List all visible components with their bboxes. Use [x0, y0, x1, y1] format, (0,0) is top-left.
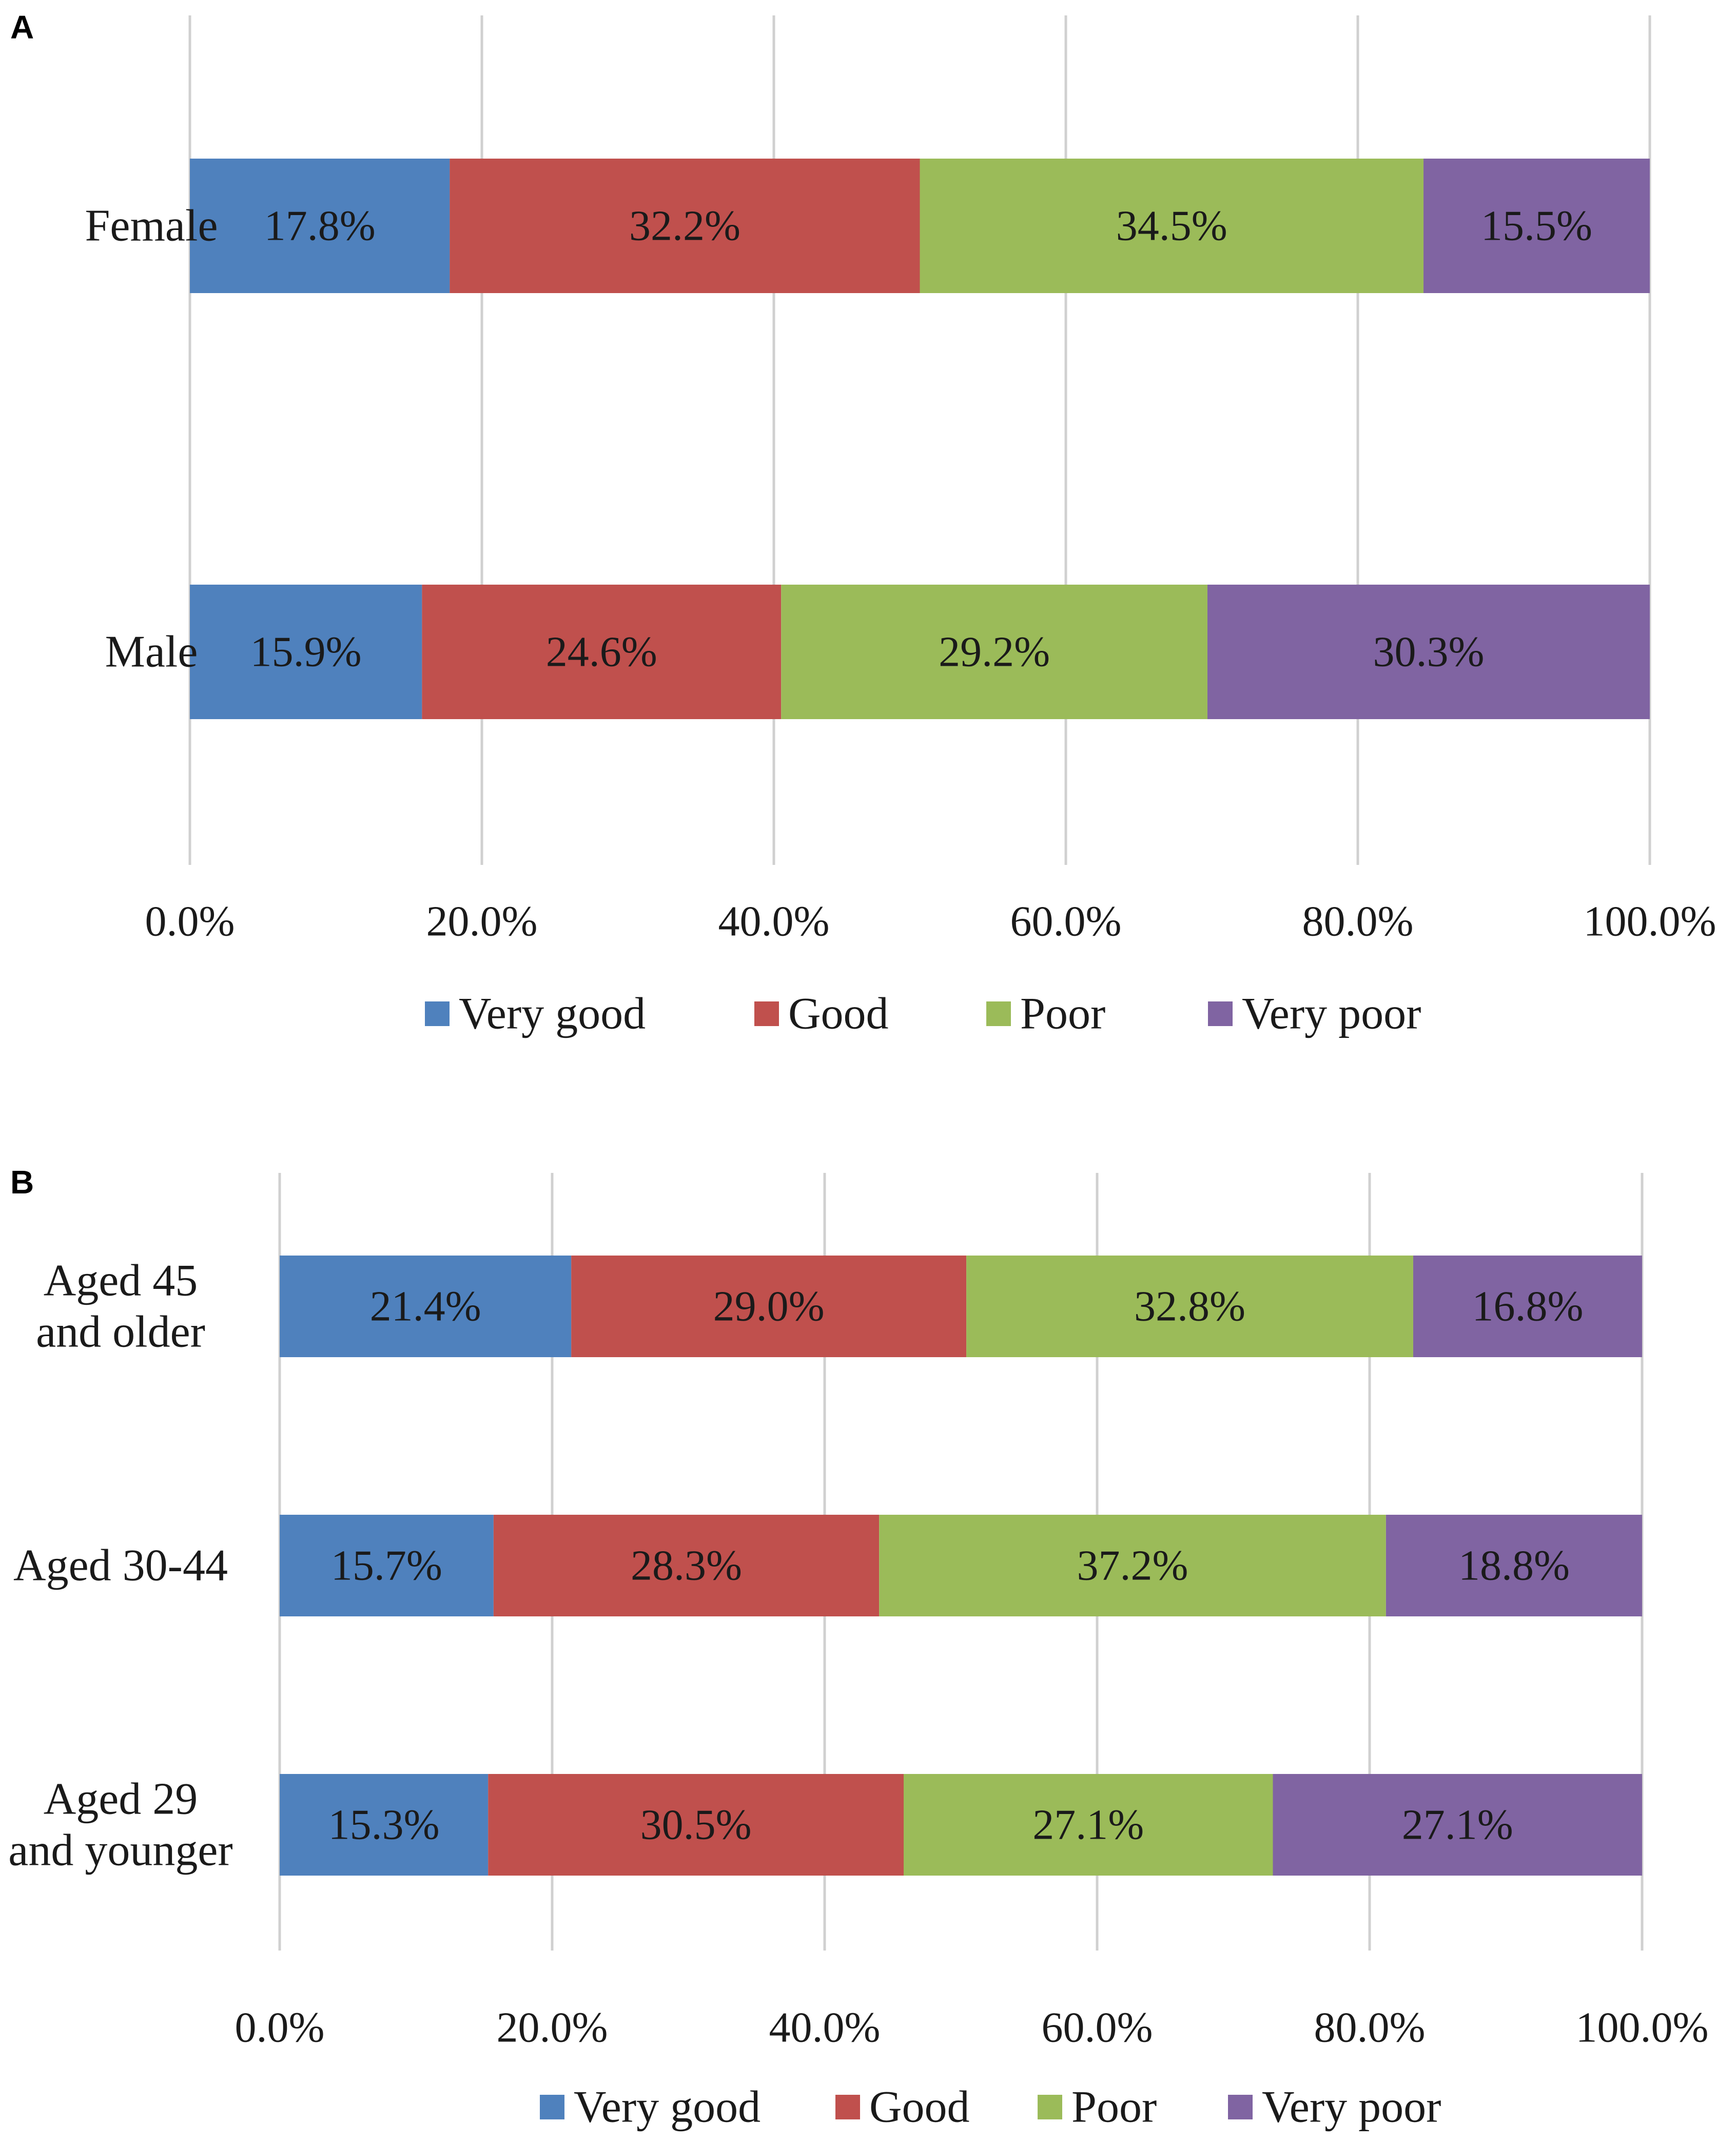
data-label: 21.4%: [370, 1283, 481, 1330]
x-tick-label: 20.0%: [426, 898, 538, 945]
x-tick-label: 40.0%: [718, 898, 830, 945]
chart-panel-a: A 17.8% 32.2% 34.5% 15.5% Female 15.9% 24.6% 29.…: [10, 9, 1716, 1039]
bar-segment-poor: [781, 585, 1207, 719]
bar-segment-poor: [920, 159, 1424, 293]
panel-letter: B: [10, 1164, 34, 1201]
legend-swatch-very-good: [425, 1001, 450, 1026]
legend-label-poor: Poor: [1071, 2082, 1157, 2132]
category-label-line: Aged 29: [44, 1774, 198, 1824]
bar-segment-very-poor: [1386, 1515, 1642, 1616]
data-label: 16.8%: [1472, 1283, 1583, 1330]
legend-swatch-very-poor: [1208, 1001, 1233, 1026]
legend-label-poor: Poor: [1020, 989, 1105, 1039]
bar-segment-very-good: [190, 159, 450, 293]
data-label: 28.3%: [631, 1542, 742, 1590]
bar-segment-very-good: [190, 585, 422, 719]
category-label-line: and younger: [8, 1826, 232, 1876]
legend-swatch-good: [754, 1001, 779, 1026]
x-tick-label: 0.0%: [235, 2004, 325, 2052]
bar-segment-very-poor: [1413, 1256, 1642, 1357]
data-label: 30.5%: [640, 1801, 752, 1849]
legend-label-good: Good: [788, 989, 889, 1039]
legend-label-good: Good: [869, 2082, 970, 2132]
category-label: Aged 30-44: [13, 1541, 228, 1591]
bar-segment-poor: [966, 1256, 1413, 1357]
x-tick-label: 80.0%: [1302, 898, 1414, 945]
x-tick-label: 60.0%: [1042, 2004, 1153, 2052]
bar-segment-good: [571, 1256, 967, 1357]
data-label: 15.9%: [250, 628, 362, 676]
x-tick-label: 40.0%: [769, 2004, 881, 2052]
bar-segment-good: [488, 1774, 904, 1876]
category-label: Female: [85, 201, 218, 251]
legend-swatch-poor: [1038, 2095, 1062, 2119]
legend-label-very-good: Very good: [574, 2082, 760, 2132]
data-label: 27.1%: [1402, 1801, 1513, 1849]
data-label: 29.0%: [713, 1283, 825, 1330]
data-label: 18.8%: [1458, 1542, 1570, 1590]
category-label-line: Male: [105, 627, 198, 677]
bar-segment-good: [493, 1515, 880, 1616]
category-label-line: Aged 45: [44, 1256, 198, 1306]
data-label: 34.5%: [1116, 202, 1227, 250]
x-tick-label: 0.0%: [145, 898, 235, 945]
data-label: 27.1%: [1032, 1801, 1144, 1849]
bar-segment-very-poor: [1423, 159, 1650, 293]
bar-segment-very-good: [280, 1256, 572, 1357]
bar-segment-poor: [879, 1515, 1386, 1616]
bar-segment-good: [450, 159, 920, 293]
legend-swatch-good: [835, 2095, 860, 2119]
bar-segment-poor: [903, 1774, 1273, 1876]
bar-segment-very-good: [280, 1774, 489, 1876]
legend-label-very-poor: Very poor: [1262, 2082, 1441, 2132]
category-label: Male: [105, 627, 198, 677]
data-label: 29.2%: [939, 628, 1050, 676]
legend-label-very-good: Very good: [459, 989, 646, 1039]
data-label: 24.6%: [546, 628, 657, 676]
bar-segment-very-poor: [1273, 1774, 1642, 1876]
data-label: 32.8%: [1134, 1283, 1245, 1330]
bar-segment-very-poor: [1207, 585, 1650, 719]
category-label-line: Female: [85, 201, 218, 251]
data-label: 30.3%: [1373, 628, 1484, 676]
data-label: 32.2%: [629, 202, 740, 250]
legend-swatch-very-poor: [1228, 2095, 1253, 2119]
bar-segment-very-good: [280, 1515, 494, 1616]
x-tick-label: 80.0%: [1314, 2004, 1426, 2052]
x-tick-label: 60.0%: [1010, 898, 1122, 945]
data-label: 17.8%: [264, 202, 376, 250]
x-tick-label: 100.0%: [1584, 898, 1717, 945]
category-label: Aged 29 and younger: [8, 1774, 232, 1876]
data-label: 15.3%: [328, 1801, 440, 1849]
panel-letter: A: [10, 9, 34, 46]
data-label: 37.2%: [1077, 1542, 1188, 1590]
data-label: 15.5%: [1481, 202, 1592, 250]
category-label: Aged 45 and older: [36, 1256, 205, 1357]
category-label-line: and older: [36, 1307, 205, 1357]
x-tick-label: 20.0%: [497, 2004, 608, 2052]
legend: Very good Good Poor Very poor: [540, 2082, 1441, 2132]
data-label: 15.7%: [331, 1542, 442, 1590]
bar-segment-good: [422, 585, 782, 719]
legend-label-very-poor: Very poor: [1242, 989, 1421, 1039]
legend: Very good Good Poor Very poor: [425, 989, 1421, 1039]
chart-panel-b: B 21.4% 29.0% 32.8% 16.8% Aged 45 and older 15.…: [8, 1164, 1708, 2132]
x-tick-label: 100.0%: [1576, 2004, 1709, 2052]
legend-swatch-very-good: [540, 2095, 564, 2119]
legend-swatch-poor: [986, 1001, 1011, 1026]
category-label-line: Aged 30-44: [13, 1541, 228, 1591]
